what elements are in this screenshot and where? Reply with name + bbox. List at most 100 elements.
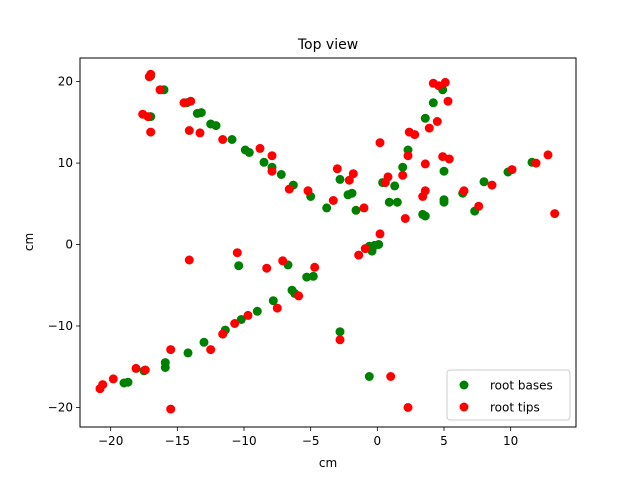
root-tip-point-41 xyxy=(474,201,484,211)
legend: root bases root tips xyxy=(446,369,571,421)
root-tip-point-35 xyxy=(432,117,442,126)
root-tip-point-61 xyxy=(166,345,176,355)
root-base-point-23 xyxy=(390,181,400,191)
root-tip-point-24 xyxy=(398,170,408,180)
root-tip-point-42 xyxy=(487,180,497,190)
root-tip-point-45 xyxy=(543,150,553,160)
root-tip-point-5 xyxy=(146,127,156,137)
root-tip-point-14 xyxy=(284,184,294,194)
root-tip-point-67 xyxy=(335,335,345,345)
root-base-point-8 xyxy=(227,135,237,144)
y-tick-label: 0 xyxy=(65,238,73,252)
x-axis-ticks: −20 −15 −10 −5 0 5 10 xyxy=(98,427,518,448)
root-tip-point-2 xyxy=(155,85,165,95)
root-base-point-61 xyxy=(335,327,345,337)
root-base-point-24 xyxy=(392,197,402,207)
root-tip-point-50 xyxy=(232,248,242,258)
root-tip-point-54 xyxy=(310,262,320,272)
root-base-point-7 xyxy=(211,121,221,131)
root-base-point-22 xyxy=(384,197,394,207)
y-tick-label: 10 xyxy=(58,156,73,170)
root-tip-point-48 xyxy=(360,244,370,254)
root-base-point-28 xyxy=(420,211,430,221)
root-base-point-62 xyxy=(364,372,374,381)
root-base-point-57 xyxy=(160,363,170,372)
root-tip-point-12 xyxy=(267,151,277,161)
root-base-point-34 xyxy=(439,195,449,205)
root-tip-point-1 xyxy=(144,72,154,82)
root-tip-point-64 xyxy=(108,374,118,384)
y-tick-label: −10 xyxy=(48,319,73,333)
root-tip-point-40 xyxy=(459,186,469,196)
root-tip-point-70 xyxy=(403,403,413,412)
root-tip-point-57 xyxy=(243,310,253,320)
root-base-point-20 xyxy=(351,205,361,215)
root-tip-point-44 xyxy=(531,158,541,168)
y-tick-label: 20 xyxy=(58,75,73,89)
x-tick-label: 10 xyxy=(503,434,518,448)
root-tip-point-13 xyxy=(267,166,277,176)
root-base-point-16 xyxy=(322,203,332,213)
root-tip-point-25 xyxy=(400,214,410,223)
root-tip-point-7 xyxy=(186,96,196,106)
root-base-point-54 xyxy=(199,337,209,347)
root-base-point-29 xyxy=(420,113,430,123)
x-tick-label: −20 xyxy=(98,434,123,448)
root-tip-point-21 xyxy=(375,138,385,148)
root-base-point-47 xyxy=(308,271,318,281)
root-base-point-32 xyxy=(439,166,449,176)
root-tip-point-19 xyxy=(348,169,358,179)
root-tip-point-11 xyxy=(255,143,265,153)
legend-box xyxy=(446,369,571,421)
root-tip-point-60 xyxy=(206,345,216,355)
root-tip-point-9 xyxy=(195,128,205,138)
root-base-point-50 xyxy=(268,296,278,306)
root-base-point-19 xyxy=(347,188,357,198)
root-tip-point-58 xyxy=(230,319,240,328)
root-tip-point-10 xyxy=(218,135,228,144)
x-tick-label: 0 xyxy=(374,434,382,448)
root-tip-point-55 xyxy=(294,291,304,301)
root-tip-point-16 xyxy=(328,196,338,205)
root-tip-point-32 xyxy=(424,123,434,133)
root-tip-point-4 xyxy=(143,112,153,122)
root-tip-point-37 xyxy=(440,77,450,87)
legend-label-root-bases: root bases xyxy=(490,379,553,393)
root-tip-point-53 xyxy=(278,256,288,266)
x-tick-label: −10 xyxy=(231,434,256,448)
data-points xyxy=(95,69,560,414)
root-tip-point-49 xyxy=(375,229,385,239)
root-tip-point-46 xyxy=(550,209,560,219)
root-tip-point-20 xyxy=(359,203,369,213)
x-axis-label: cm xyxy=(319,456,337,470)
root-base-point-37 xyxy=(479,177,489,187)
root-base-point-44 xyxy=(234,261,244,271)
chart-title: Top view xyxy=(297,37,358,53)
root-tip-point-62 xyxy=(131,363,141,373)
root-tip-point-66 xyxy=(95,384,105,394)
root-tip-point-8 xyxy=(184,126,194,135)
root-tip-point-28 xyxy=(410,130,420,140)
root-base-point-51 xyxy=(252,306,262,316)
root-tip-point-69 xyxy=(386,372,396,381)
legend-label-root-tips: root tips xyxy=(490,401,540,415)
x-tick-label: 5 xyxy=(440,434,448,448)
root-base-point-10 xyxy=(244,148,254,157)
root-base-point-52 xyxy=(236,315,246,324)
root-tip-point-59 xyxy=(218,329,228,339)
root-base-point-60 xyxy=(123,377,133,387)
root-tip-point-47 xyxy=(354,250,364,260)
root-tip-point-38 xyxy=(443,96,453,106)
x-tick-label: −15 xyxy=(165,434,190,448)
legend-marker-root-bases xyxy=(459,380,469,390)
root-tip-point-68 xyxy=(166,404,176,414)
root-tip-point-15 xyxy=(303,186,313,196)
root-base-point-30 xyxy=(428,98,438,108)
legend-marker-root-tips xyxy=(459,402,469,412)
root-base-point-46 xyxy=(302,272,312,282)
root-tip-point-23 xyxy=(383,172,393,182)
root-tip-point-18 xyxy=(344,175,354,185)
y-axis-ticks: −20 −10 0 10 20 xyxy=(48,75,80,414)
root-tip-point-52 xyxy=(262,263,272,273)
